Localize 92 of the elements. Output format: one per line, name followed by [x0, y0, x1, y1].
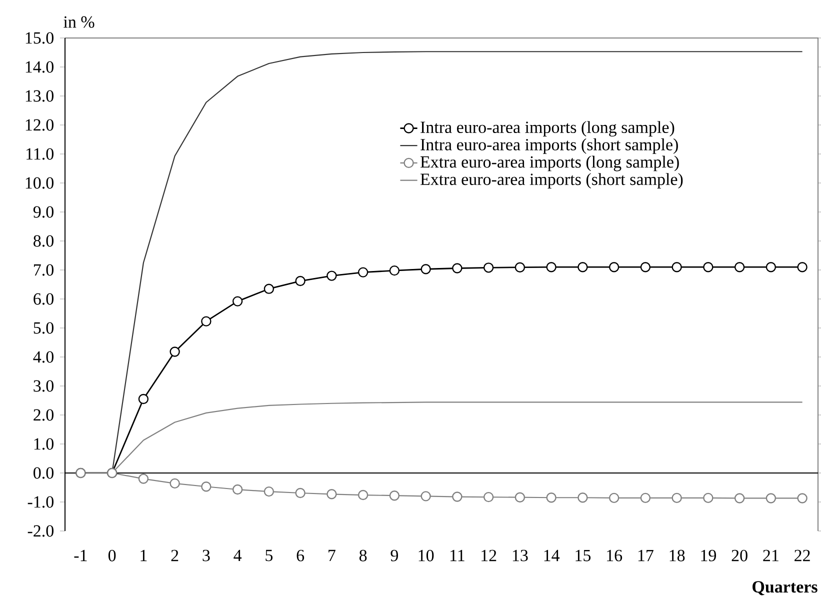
x-tick-label: 8	[359, 550, 367, 562]
x-tick-label: 18	[670, 550, 685, 562]
point	[358, 490, 368, 500]
point	[483, 492, 494, 502]
x-tick-label: 17	[638, 550, 654, 562]
y-tick-label: 12.0	[26, 119, 54, 131]
point	[703, 262, 714, 272]
point	[201, 482, 212, 492]
point	[578, 492, 588, 503]
y-tick-label: 4.0	[33, 351, 54, 363]
y-tick-label: 6.0	[34, 293, 54, 305]
point	[452, 263, 462, 274]
point	[672, 492, 682, 504]
x-tick-label: 10	[418, 550, 434, 562]
y-tick-label: 8.0	[34, 235, 54, 247]
point	[734, 262, 745, 272]
point	[232, 484, 243, 495]
legend-label: Extra euro-area imports (long sample)	[420, 156, 679, 172]
y-tick-label: 13.0	[26, 90, 54, 102]
x-tick-label: -1	[74, 550, 87, 562]
point	[514, 492, 526, 502]
legend-label: Intra euro-area imports (short sample)	[420, 138, 678, 154]
point	[452, 492, 462, 502]
x-tick-label: 9	[390, 550, 398, 562]
x-tick-label: 6	[296, 550, 304, 562]
y-tick-label: 15.0	[26, 32, 54, 44]
x-tick-label: 20	[732, 550, 748, 562]
point	[640, 492, 651, 504]
x-tick-label: 15	[576, 550, 591, 562]
point	[389, 265, 400, 276]
y-tick-label: 10.0	[26, 177, 54, 189]
point	[546, 262, 556, 272]
x-tick-label: 22	[794, 550, 810, 562]
x-tick-label: 16	[607, 550, 622, 562]
point	[138, 394, 149, 404]
point	[358, 267, 368, 278]
y-tick-label: 11.0	[26, 148, 54, 160]
y-tick-label: 7.0	[34, 264, 54, 276]
x-tick-label: 1	[140, 550, 147, 562]
point	[766, 493, 776, 504]
point	[514, 262, 526, 272]
point	[295, 276, 306, 286]
point	[483, 262, 494, 273]
point	[326, 270, 337, 281]
point	[264, 486, 274, 497]
y-tick-label: 3.0	[34, 380, 54, 392]
x-tick-label: 0	[108, 550, 116, 562]
x-tick-label: 3	[202, 550, 210, 562]
point	[138, 474, 149, 484]
point	[546, 492, 556, 503]
point	[608, 262, 620, 272]
y-tick-label: 1.0	[34, 438, 54, 450]
y-tick-label: 0.0	[34, 467, 54, 479]
point	[264, 284, 274, 294]
point	[389, 490, 400, 501]
x-tick-label: 4	[234, 550, 242, 562]
x-axis-title: Quarters	[752, 581, 818, 596]
y-axis-title: in %	[64, 16, 94, 28]
point	[640, 262, 651, 272]
y-tick-label: 14.0	[26, 61, 54, 73]
x-tick-label: 19	[701, 550, 716, 562]
x-tick-label: 21	[763, 550, 778, 562]
point	[766, 262, 776, 272]
point	[797, 493, 808, 504]
y-tick-label: -1.0	[28, 496, 54, 508]
x-tick-label: 7	[328, 550, 336, 561]
point	[170, 478, 180, 489]
point	[797, 262, 808, 272]
point	[578, 262, 588, 272]
point	[703, 492, 714, 504]
x-tick-label: 2	[171, 550, 178, 562]
point	[326, 489, 337, 500]
point	[672, 262, 682, 272]
point	[232, 296, 243, 306]
x-tick-label: 5	[266, 550, 273, 562]
point	[420, 264, 431, 274]
point	[170, 346, 180, 357]
point	[295, 488, 306, 498]
y-tick-label: 2.0	[34, 409, 54, 421]
point	[420, 491, 431, 502]
y-tick-label: -2.0	[28, 525, 54, 537]
legend-label: Intra euro-area imports (long sample)	[420, 121, 674, 137]
x-tick-label: 11	[450, 550, 464, 562]
x-tick-label: 12	[482, 550, 496, 562]
x-tick-label: 14	[544, 550, 560, 562]
y-tick-label: 5.0	[34, 322, 54, 334]
point	[201, 316, 212, 326]
legend-label: Extra euro-area imports (short sample)	[420, 173, 683, 189]
y-tick-label: 9.0	[33, 206, 54, 218]
x-tick-label: 13	[512, 550, 528, 562]
point	[734, 493, 745, 504]
point	[608, 492, 620, 504]
